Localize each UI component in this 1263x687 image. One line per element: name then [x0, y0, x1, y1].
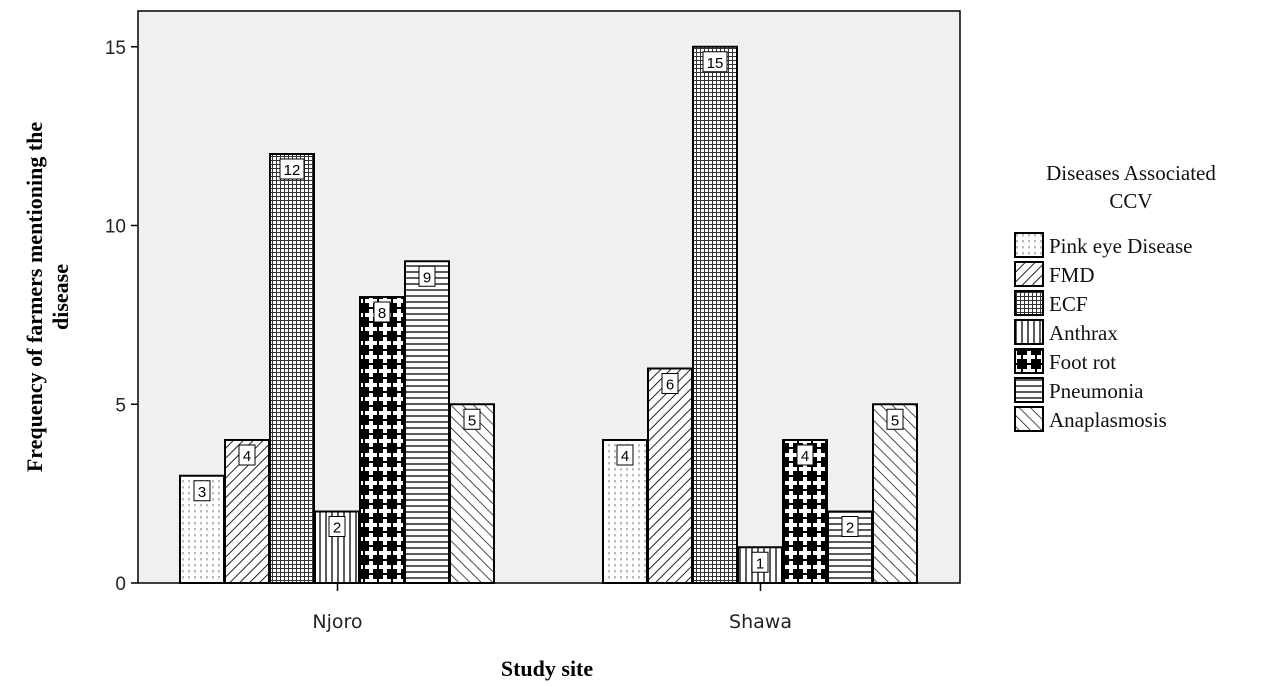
y-axis-title: Frequency of farmers mentioning the dise… — [22, 122, 73, 473]
data-label-njoro-pneumonia: 9 — [423, 269, 431, 286]
y-axis: 0 5 10 15 — [105, 38, 138, 595]
legend-label-anthrax: Anthrax — [1049, 321, 1118, 345]
data-label-njoro-anthrax: 2 — [333, 520, 341, 537]
legend-label-fmd: FMD — [1049, 263, 1095, 287]
y-axis-title-line-1: Frequency of farmers mentioning the — [22, 122, 47, 473]
legend-swatch-pink-eye-disease — [1014, 232, 1044, 258]
data-label-njoro-anaplasmosis: 5 — [468, 412, 476, 429]
legend-swatch-fmd — [1014, 261, 1044, 287]
data-label-box-njoro-fmd — [238, 444, 256, 466]
legend-swatch-ecf — [1014, 290, 1044, 316]
legend-title-line-1: Diseases Associated — [1046, 161, 1216, 185]
legend-label-anaplasmosis: Anaplasmosis — [1049, 408, 1167, 432]
data-label-box-shawa-pneumonia — [841, 516, 859, 537]
legend-swatch-anthrax — [1014, 319, 1044, 345]
data-label-box-njoro-pink-eye-disease — [193, 480, 211, 502]
data-label-shawa-anaplasmosis: 5 — [891, 412, 899, 429]
y-tick-label-5: 5 — [115, 395, 126, 416]
legend-items: Pink eye Disease FMD ECF Anthrax Foot rot Pne… — [1014, 232, 1192, 432]
data-label-box-shawa-ecf — [702, 51, 728, 73]
y-tick-label-15: 15 — [105, 38, 126, 59]
x-axis-title: Study site — [501, 656, 594, 681]
data-label-shawa-fmd: 6 — [666, 377, 674, 394]
legend: Diseases Associated CCV Pink eye Disease… — [1014, 161, 1216, 432]
legend-swatch-foot-rot — [1014, 348, 1044, 374]
legend-swatch-anaplasmosis — [1014, 406, 1044, 432]
x-axis: Njoro Shawa — [312, 583, 792, 633]
y-tick-label-10: 10 — [105, 217, 126, 238]
y-tick-label-0: 0 — [115, 574, 126, 595]
data-label-box-njoro-anthrax — [328, 516, 346, 537]
data-label-shawa-foot-rot: 4 — [801, 448, 809, 465]
data-label-box-shawa-anaplasmosis — [886, 408, 904, 430]
bar-shawa-anaplasmosis — [872, 403, 918, 584]
legend-label-pink-eye-disease: Pink eye Disease — [1049, 234, 1192, 258]
legend-label-foot-rot: Foot rot — [1049, 350, 1116, 374]
data-label-box-njoro-ecf — [279, 158, 305, 180]
data-label-box-shawa-anthrax — [751, 551, 769, 573]
data-label-shawa-pneumonia: 2 — [846, 520, 854, 537]
legend-label-pneumonia: Pneumonia — [1049, 379, 1144, 403]
data-label-njoro-fmd: 4 — [243, 448, 251, 465]
data-label-njoro-foot-rot: 8 — [378, 305, 386, 322]
legend-label-ecf: ECF — [1049, 292, 1088, 316]
x-tick-label-njoro: Njoro — [312, 611, 362, 633]
bar-njoro-pneumonia — [404, 260, 450, 584]
data-label-box-shawa-foot-rot — [796, 444, 814, 466]
data-label-box-shawa-pink-eye-disease — [616, 444, 634, 466]
data-label-njoro-pink-eye-disease: 3 — [198, 484, 206, 501]
bar-shawa-foot-rot — [782, 439, 828, 584]
bar-njoro-anaplasmosis — [449, 403, 495, 584]
bar-shawa-ecf — [692, 45, 738, 584]
data-label-box-njoro-foot-rot — [373, 301, 391, 323]
bars-layer — [179, 45, 918, 584]
data-label-shawa-anthrax: 1 — [756, 555, 764, 572]
y-axis-title-line-2: disease — [48, 264, 73, 330]
data-label-box-njoro-anaplasmosis — [463, 408, 481, 430]
legend-title-line-2: CCV — [1109, 189, 1152, 213]
bar-shawa-pink-eye-disease — [602, 439, 648, 584]
data-label-njoro-ecf: 12 — [284, 162, 301, 179]
legend-swatch-pneumonia — [1014, 377, 1044, 403]
data-label-box-njoro-pneumonia — [418, 265, 436, 287]
bar-njoro-foot-rot — [359, 296, 405, 584]
data-label-box-shawa-fmd — [661, 373, 679, 394]
x-tick-label-shawa: Shawa — [729, 611, 792, 633]
data-label-shawa-pink-eye-disease: 4 — [621, 448, 629, 465]
bar-shawa-fmd — [647, 367, 693, 584]
data-label-shawa-ecf: 15 — [707, 55, 724, 72]
bar-njoro-ecf — [269, 153, 315, 584]
data-labels-layer: 3 4 12 2 8 9 5 4 6 15 1 4 2 5 — [193, 51, 904, 573]
